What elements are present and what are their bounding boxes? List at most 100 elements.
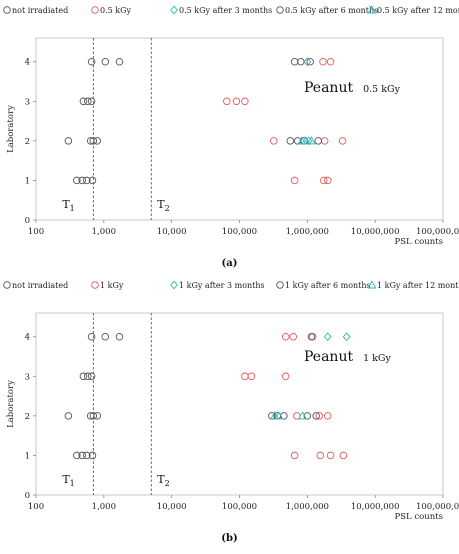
x-axis-label: PSL counts xyxy=(395,237,444,247)
series xyxy=(286,57,323,145)
y-tick-label: 2 xyxy=(25,137,30,147)
y-tick-label: 1 xyxy=(25,451,30,461)
data-point xyxy=(223,97,231,106)
threshold-label: T1 xyxy=(62,198,74,213)
x-tick-label: 100,000 xyxy=(222,502,257,512)
y-tick-label: 2 xyxy=(25,412,30,422)
data-point xyxy=(304,136,313,146)
data-point xyxy=(290,57,299,66)
data-point xyxy=(286,137,295,145)
series xyxy=(223,57,347,185)
y-tick-label: 3 xyxy=(25,372,30,382)
data-point xyxy=(78,176,86,185)
data-point xyxy=(320,176,328,185)
series xyxy=(268,332,320,420)
y-tick-label: 4 xyxy=(25,58,30,68)
y-tick-label: 0 xyxy=(25,216,30,226)
data-point xyxy=(88,176,97,185)
x-tick-label: 1,000,000 xyxy=(286,502,329,512)
legend-label: 0.5 kGy xyxy=(100,6,132,15)
x-tick-label: 100,000,000 xyxy=(416,502,459,512)
data-point xyxy=(89,137,98,145)
x-tick-label: 10,000 xyxy=(157,227,187,237)
chart-b-svg: not irradiated 1 kGy 1 kGy after 3 months 1… xyxy=(3,280,459,544)
legend-label: 0.5 kGy after 3 months xyxy=(179,6,272,15)
legend-marker xyxy=(276,281,284,289)
legend-item: 1 kGy after 3 months xyxy=(170,280,265,290)
data-point xyxy=(89,412,98,420)
data-point xyxy=(241,97,249,106)
data-point xyxy=(301,136,311,145)
series xyxy=(297,136,316,145)
data-point xyxy=(84,372,92,381)
data-point xyxy=(324,176,332,185)
legend-label: 1 kGy after 6 months xyxy=(285,281,371,290)
data-point xyxy=(84,97,92,106)
data-point xyxy=(338,137,347,145)
x-tick-label: 100 xyxy=(28,502,44,512)
panel-label: (b) xyxy=(221,533,237,544)
y-tick-label: 3 xyxy=(25,97,30,107)
data-point xyxy=(79,97,88,106)
panel-label: (a) xyxy=(222,258,238,269)
legend-label: 1 kGy after 12 months xyxy=(377,281,459,290)
data-point xyxy=(303,412,312,420)
data-point xyxy=(306,136,316,145)
y-axis: 0 1 2 3 4 xyxy=(25,333,36,501)
data-point xyxy=(323,332,332,342)
data-point xyxy=(115,332,124,341)
data-point xyxy=(87,332,96,341)
data-point xyxy=(87,57,96,66)
data-point xyxy=(297,57,305,66)
data-point xyxy=(87,372,96,381)
data-point xyxy=(247,372,256,381)
series xyxy=(323,332,351,342)
data-point xyxy=(83,451,91,460)
legend-item: not irradiated xyxy=(3,6,68,15)
x-tick-label: 1,000 xyxy=(92,227,116,237)
x-tick-label: 100,000,000 xyxy=(416,227,459,237)
legend-item: 0.5 kGy after 6 months xyxy=(276,6,378,15)
series xyxy=(64,332,124,460)
x-tick-label: 10,000,000 xyxy=(351,502,400,512)
chart-annotation: Peanut 1 kGy xyxy=(304,349,392,365)
data-point xyxy=(101,332,110,341)
plot-area xyxy=(35,37,444,221)
data-point xyxy=(73,451,81,460)
chart-a-svg: not irradiated 0.5 kGy 0.5 kGy after 3 mon… xyxy=(3,5,459,269)
y-axis: 0 1 2 3 4 xyxy=(25,58,36,226)
x-tick-label: 1,000 xyxy=(92,502,116,512)
series xyxy=(270,411,308,420)
data-point xyxy=(232,97,241,106)
legend-marker xyxy=(170,280,178,290)
y-axis-label: Laboratory xyxy=(6,380,16,428)
data-point xyxy=(101,57,110,66)
data-point xyxy=(314,137,323,145)
data-point xyxy=(289,332,298,341)
legend: not irradiated 0.5 kGy 0.5 kGy after 3 mon… xyxy=(3,5,459,15)
legend-label: 1 kGy xyxy=(100,281,124,290)
data-point xyxy=(83,176,91,185)
data-point xyxy=(303,57,312,67)
data-point xyxy=(64,412,73,420)
data-point xyxy=(290,176,299,185)
legend-label: not irradiated xyxy=(12,281,68,290)
legend-item: 1 kGy xyxy=(91,281,124,290)
series xyxy=(64,57,124,185)
data-point xyxy=(306,57,314,66)
y-tick-label: 0 xyxy=(25,491,30,501)
x-tick-label: 10,000,000 xyxy=(351,227,400,237)
x-axis-label: PSL counts xyxy=(395,512,444,522)
legend-label: 0.5 kGy after 12 months xyxy=(377,6,459,15)
data-point xyxy=(326,57,335,66)
y-tick-label: 1 xyxy=(25,176,30,186)
chart-annotation: Peanut 0.5 kGy xyxy=(304,80,401,96)
data-point xyxy=(280,412,288,420)
legend-label: 0.5 kGy after 6 months xyxy=(285,6,378,15)
data-point xyxy=(326,451,335,460)
data-point xyxy=(320,137,329,145)
data-point xyxy=(290,451,299,460)
legend-item: 1 kGy after 12 months xyxy=(367,280,459,290)
data-point xyxy=(316,451,324,460)
data-point xyxy=(339,451,348,460)
